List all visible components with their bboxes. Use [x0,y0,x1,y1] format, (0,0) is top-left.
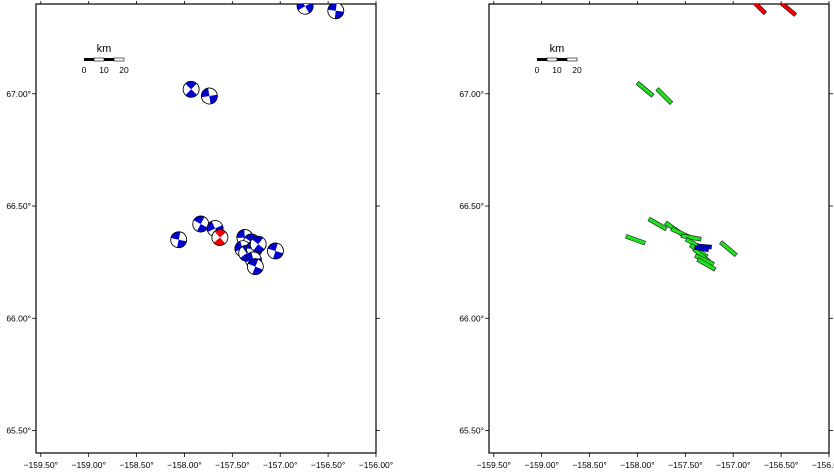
lon-label-3: −158.00° [620,460,654,470]
focal-mechanism-11 [267,242,284,260]
lon-label-2: −158.50° [572,460,606,470]
lat-label-1: 66.50° [459,201,484,211]
stress-bar-4 [647,216,668,232]
left-map-ticks [32,1,380,457]
left-scale-unit: km [97,43,112,55]
focal-mechanism-16 [246,258,264,276]
lon-label-1: −159.00° [71,460,105,470]
left-scale-tick-20: 20 [119,65,129,75]
lat-label-0: 67.00° [6,89,31,99]
lon-label-5: −157.00° [716,460,750,470]
stress-bar-1 [778,4,798,17]
lon-label-6: −156.50° [764,460,798,470]
left-scale-bar-black [84,58,94,61]
right-map-frame [488,3,830,454]
lon-label-4: −157.50° [215,460,249,470]
focal-mechanism-1 [327,4,345,20]
left-scale-bar-white2 [113,57,125,62]
left-map-panel: −159.50° −159.00° −158.50° −158.00° −157.50°… [6,1,393,470]
right-map-ticks [485,1,833,457]
right-map-axis-labels: −159.50° −159.00° −158.50° −158.00° −157.50°… [459,89,834,470]
left-scale-tick-0: 0 [82,65,87,75]
right-stress-bars [625,4,798,272]
stress-bar-16 [694,245,710,253]
lat-label-2: 66.00° [459,313,484,323]
lon-label-0: −159.50° [24,460,58,470]
left-map-axis-labels: −159.50° −159.00° −158.50° −158.00° −157.50°… [6,89,393,470]
left-focal-mechanisms [170,4,345,276]
focal-mechanism-14 [249,235,267,253]
right-scale-bar-black [537,58,547,61]
left-scale-bar-black2 [104,58,114,61]
stress-bar-3 [655,87,674,105]
left-scale-bar-white1 [93,57,105,62]
focal-mechanism-7 [211,229,229,246]
stress-bar-13 [696,257,717,272]
right-scale-tick-10: 10 [552,65,562,75]
right-map-panel: −159.50° −159.00° −158.50° −158.00° −157.50°… [459,1,834,470]
stress-bar-14 [719,240,738,258]
lat-label-3: 65.50° [459,426,484,436]
stress-bar-0 [749,4,767,16]
lon-label-3: −158.00° [167,460,201,470]
lon-label-6: −156.50° [311,460,345,470]
lon-label-4: −157.50° [668,460,702,470]
left-scale-tick-10: 10 [99,65,109,75]
focal-mechanism-3 [201,87,218,105]
lon-label-7: −156.00° [359,460,393,470]
right-scale-unit: km [550,43,565,55]
focal-mechanism-6 [170,231,188,249]
stress-bar-2 [635,80,655,98]
lat-label-3: 65.50° [6,426,31,436]
lon-label-5: −157.00° [263,460,297,470]
right-scale-tick-0: 0 [535,65,540,75]
lon-label-0: −159.50° [477,460,511,470]
focal-mechanism-0 [296,4,314,15]
lon-label-7: −156.00° [812,460,834,470]
lon-label-1: −159.00° [524,460,558,470]
focal-mechanism-2 [182,80,200,98]
right-scale-bar-white1 [546,57,558,62]
right-scale-tick-20: 20 [572,65,582,75]
lon-label-2: −158.50° [119,460,153,470]
right-scale-bar: km 0 10 20 [535,43,582,75]
stress-bar-6 [625,234,646,246]
right-scale-bar-black2 [557,58,567,61]
lat-label-2: 66.00° [6,313,31,323]
left-scale-bar: km 0 10 20 [82,43,129,75]
lat-label-0: 67.00° [459,89,484,99]
lat-label-1: 66.50° [6,201,31,211]
right-scale-bar-white2 [566,57,578,62]
